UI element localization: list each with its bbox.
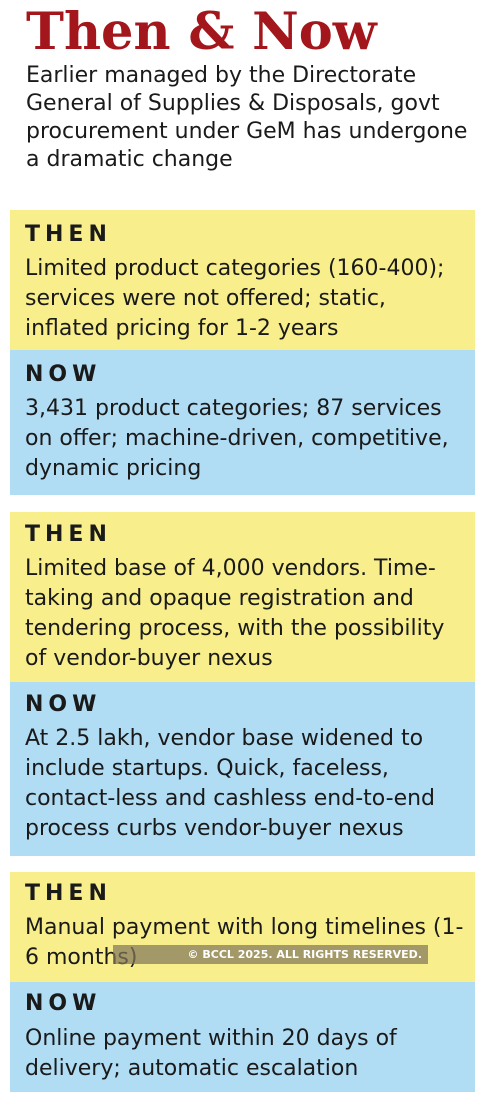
- now-label: NOW: [25, 692, 102, 717]
- then-panel-3: THEN Manual payment with long timelines …: [10, 872, 475, 982]
- copyright-watermark: © BCCL 2025. ALL RIGHTS RESERVED.: [113, 945, 428, 964]
- now-text-3: Online payment within 20 days of deliver…: [25, 1026, 397, 1081]
- then-label: THEN: [25, 522, 112, 547]
- then-panel-1: THEN Limited product categories (160-400…: [10, 210, 475, 350]
- now-label: NOW: [25, 991, 102, 1016]
- now-text-2: At 2.5 lakh, vendor base widened to incl…: [25, 726, 436, 841]
- then-text-1: Limited product categories (160-400); se…: [25, 256, 445, 341]
- then-text-3: Manual payment with long timelines (1-6 …: [25, 915, 464, 970]
- then-text-2: Limited base of 4,000 vendors. Time-taki…: [25, 556, 445, 671]
- page-subtitle: Earlier managed by the Directorate Gener…: [26, 63, 468, 172]
- now-text-1: 3,431 product categories; 87 services on…: [25, 396, 449, 481]
- now-panel-3: NOW Online payment within 20 days of del…: [10, 982, 475, 1092]
- then-label: THEN: [25, 881, 112, 906]
- now-label: NOW: [25, 362, 102, 387]
- now-panel-1: NOW 3,431 product categories; 87 service…: [10, 350, 475, 495]
- page-title: Then & Now: [26, 2, 377, 62]
- now-panel-2: NOW At 2.5 lakh, vendor base widened to …: [10, 682, 475, 856]
- then-label: THEN: [25, 222, 112, 247]
- then-panel-2: THEN Limited base of 4,000 vendors. Time…: [10, 512, 475, 682]
